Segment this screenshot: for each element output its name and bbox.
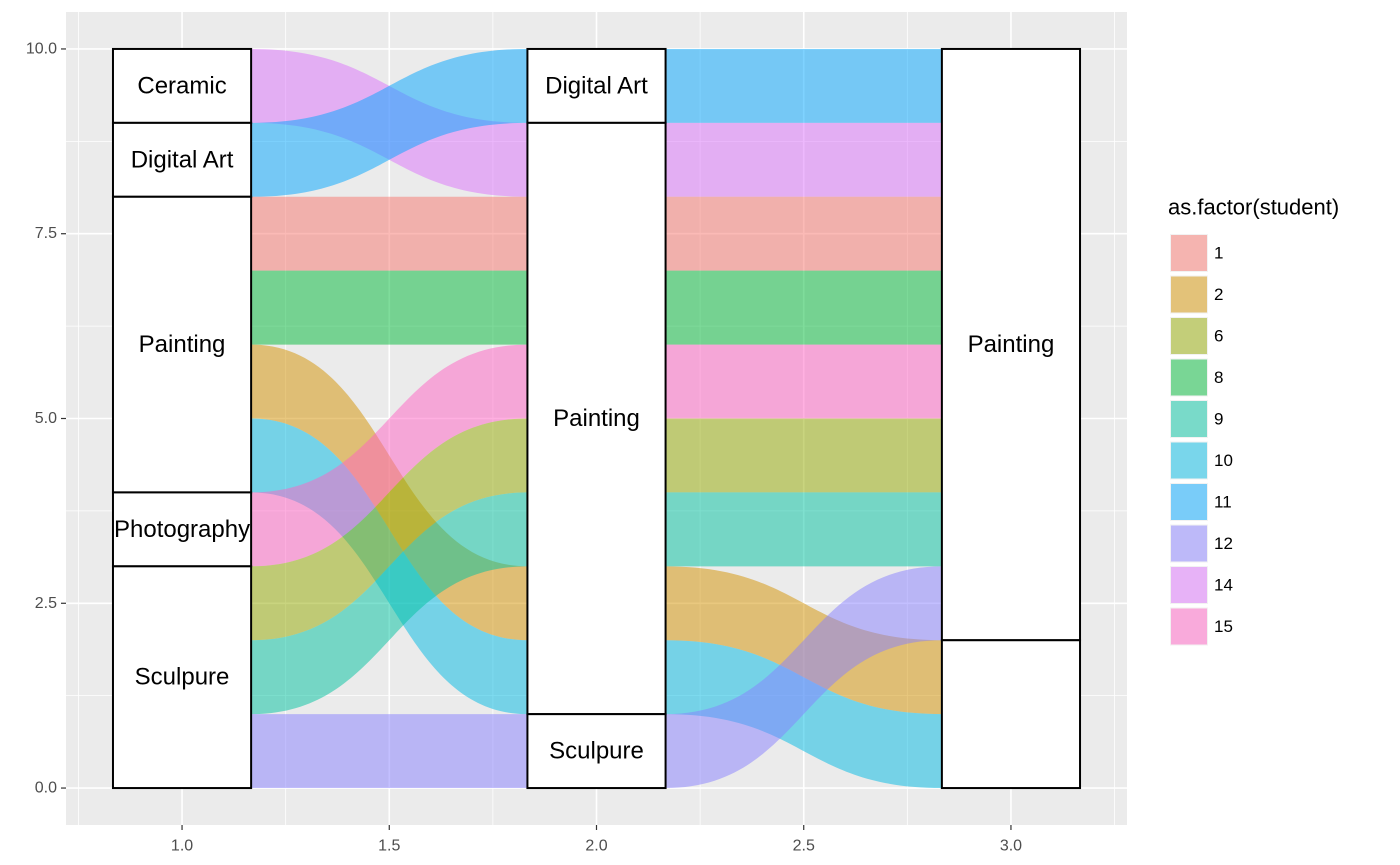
flow-student-8	[251, 270, 528, 345]
flow-student-14	[665, 122, 942, 197]
stratum-label: Sculpure	[549, 738, 644, 765]
stratum-label: Painting	[553, 405, 640, 432]
legend-key-swatch	[1171, 525, 1207, 562]
x-tick-label: 1.0	[171, 838, 193, 855]
y-tick-label: 7.5	[35, 225, 57, 242]
flow-student-12	[665, 566, 942, 789]
flow-student-6	[665, 418, 942, 493]
stratum-box	[526, 121, 667, 716]
flow-student-6	[251, 418, 528, 641]
legend-key-swatch	[1171, 401, 1207, 437]
stratum-label: Painting	[139, 331, 226, 358]
legend-key-swatch	[1171, 484, 1207, 520]
y-axis: 0.0 2.5 5.0 7.5 10.0	[26, 40, 66, 797]
stratum-label: Sculpure	[135, 664, 230, 691]
flow-student-9	[665, 492, 942, 567]
legend-key-swatch	[1171, 235, 1207, 271]
stratum-box	[940, 639, 1082, 790]
stratum-label: Photography	[114, 516, 250, 543]
x-tick-label: 1.5	[378, 838, 400, 855]
flow-student-11	[665, 48, 942, 123]
flow-student-11	[251, 48, 528, 197]
legend-label: 10	[1214, 451, 1233, 470]
x-tick-label: 2.0	[585, 838, 607, 855]
stratum-box	[111, 121, 253, 198]
stratum-label: Painting	[968, 331, 1055, 358]
legend-label: 2	[1214, 285, 1223, 304]
legend-label: 8	[1214, 368, 1223, 387]
y-tick-label: 0.0	[35, 780, 57, 797]
flows	[251, 48, 942, 789]
legend-key-swatch	[1171, 608, 1207, 645]
legend-key-swatch	[1171, 359, 1207, 396]
legend-label: 15	[1214, 617, 1233, 636]
stratum-box	[526, 713, 667, 790]
legend-label: 6	[1214, 327, 1223, 346]
legend-label: 14	[1214, 576, 1233, 595]
stratum-box	[111, 491, 253, 568]
stratum-box	[526, 47, 667, 124]
y-tick-label: 10.0	[26, 40, 57, 57]
stratum-label: Digital Art	[131, 146, 234, 173]
legend-label: 1	[1214, 244, 1223, 263]
stratum-box	[111, 565, 253, 790]
stratum-label: Ceramic	[137, 72, 226, 99]
y-tick-label: 2.5	[35, 595, 57, 612]
legend-key-swatch	[1171, 276, 1207, 313]
flow-student-12	[251, 714, 528, 789]
flow-student-1	[251, 196, 528, 271]
flow-student-15	[665, 344, 942, 419]
legend-key-swatch	[1171, 318, 1207, 354]
flow-student-9	[251, 492, 528, 715]
legend-title: as.factor(student)	[1168, 195, 1339, 220]
legend-key-swatch	[1171, 442, 1207, 479]
stratum-box	[111, 47, 253, 124]
x-axis: 1.0 1.5 2.0 2.5 3.0	[171, 825, 1022, 855]
flow-student-1	[665, 196, 942, 271]
x-tick-label: 3.0	[1000, 838, 1022, 855]
legend-label: 9	[1214, 410, 1223, 429]
stratum-label: Digital Art	[545, 72, 648, 99]
stratum-box	[111, 195, 253, 494]
flow-student-8	[665, 270, 942, 345]
strata: Ceramic Digital Art Painting Photography Scu…	[111, 47, 1082, 790]
stratum-box	[940, 47, 1082, 642]
flow-student-15	[251, 344, 528, 567]
legend-key-swatch	[1171, 567, 1207, 603]
y-tick-label: 5.0	[35, 410, 57, 427]
legend-label: 11	[1214, 493, 1232, 512]
x-tick-label: 2.5	[793, 838, 815, 855]
legend-label: 12	[1214, 534, 1233, 553]
